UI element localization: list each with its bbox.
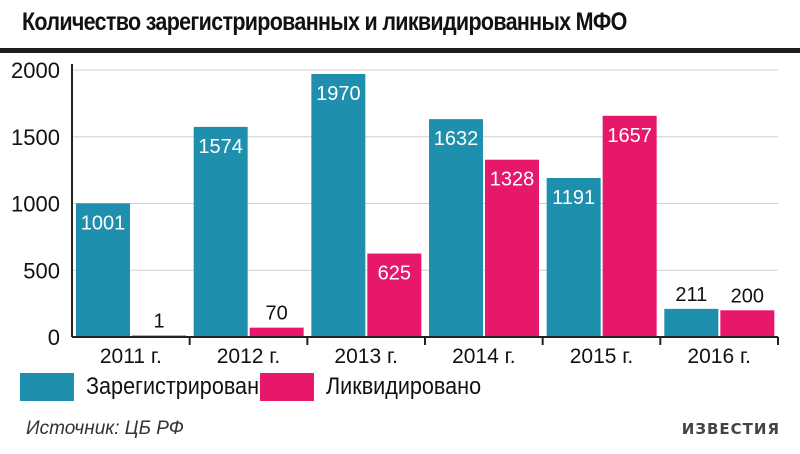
bar-liquidated: [485, 159, 539, 337]
bar-registered: [664, 308, 719, 337]
bar-registered: [429, 119, 483, 338]
title-divider: [0, 48, 800, 53]
data-label: 1657: [607, 125, 652, 147]
bar-liquidated: [249, 327, 304, 337]
axes: 0 500 1000 1500 2000 2011 г. 2012 г. 2013 г. 201…: [11, 58, 779, 368]
x-tick-label: 2014 г.: [452, 345, 515, 368]
x-tick-label: 2015 г.: [570, 345, 633, 368]
grid-lines: [72, 69, 778, 271]
bar-registered: [76, 203, 130, 337]
y-tick-label: 500: [23, 258, 60, 283]
data-labels: 1001 1 1574 70 1970 625 1632 1328 1191 1657 211 200: [81, 83, 764, 332]
data-label: 1632: [434, 128, 479, 150]
data-label: 1: [153, 311, 164, 333]
y-tick-label: 0: [48, 325, 60, 350]
data-label: 211: [675, 284, 707, 306]
bar-liquidated: [602, 115, 657, 337]
bar-chart: 1001 1 1574 70 1970 625 1632 1328 1191 1657 211 200…: [11, 58, 779, 368]
data-label: 1574: [198, 136, 243, 158]
data-label: 1001: [81, 212, 126, 234]
bar-liquidated: [367, 253, 422, 337]
data-label: 1970: [316, 83, 361, 105]
legend-label-registered: Зарегистрировано: [86, 373, 272, 400]
data-label: 200: [731, 285, 764, 307]
data-label: 1191: [552, 187, 595, 209]
legend-label-liquidated: Ликвидировано: [326, 373, 482, 400]
x-tick-label: 2012 г.: [217, 345, 280, 368]
data-label: 70: [266, 303, 288, 325]
source-note: Источник: ЦБ РФ: [26, 418, 184, 439]
x-tick-label: 2016 г.: [687, 345, 750, 368]
y-tick-label: 2000: [11, 58, 60, 83]
x-tick-label: 2011 г.: [100, 345, 162, 368]
bars: [76, 74, 775, 338]
data-label: 1328: [490, 169, 535, 191]
legend: Зарегистрировано Ликвидировано: [0, 370, 800, 404]
bar-registered: [311, 74, 366, 337]
y-tick-label: 1500: [11, 125, 60, 150]
x-tick-label: 2013 г.: [334, 345, 397, 368]
data-label: 625: [378, 263, 411, 285]
legend-swatch-registered: [20, 373, 74, 401]
legend-swatch-liquidated: [260, 373, 314, 401]
bar-registered: [193, 126, 248, 337]
bar-liquidated: [720, 310, 775, 337]
y-tick-label: 1000: [11, 192, 60, 217]
publisher-logo: ИЗВЕСТИЯ: [681, 420, 780, 438]
bar-registered: [546, 178, 601, 337]
chart-title: Количество зарегистрированных и ликвидир…: [22, 8, 627, 36]
